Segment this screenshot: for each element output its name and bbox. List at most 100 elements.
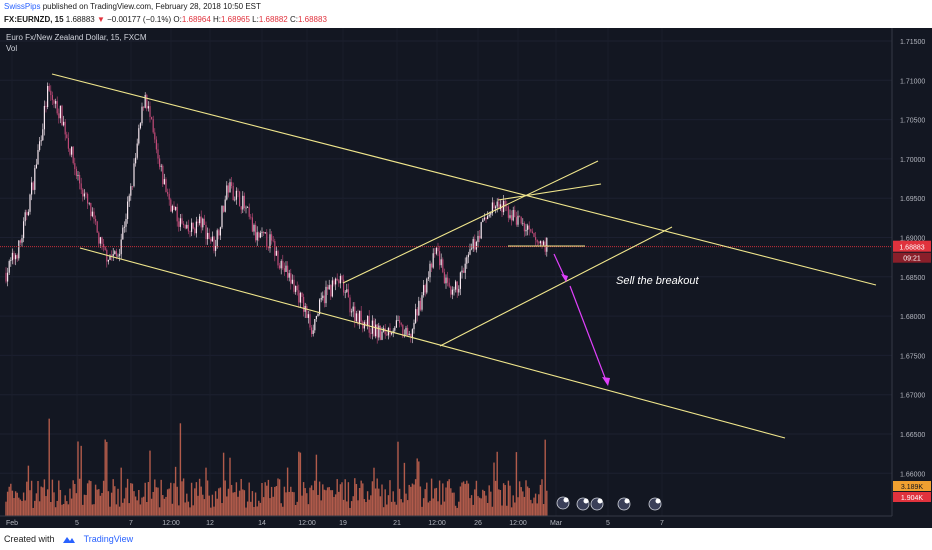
volume-bar	[386, 504, 388, 516]
high-label: H:	[213, 15, 221, 24]
volume-bar	[37, 480, 39, 516]
candle-body	[232, 185, 234, 201]
candle-body	[458, 288, 460, 293]
candle-body	[394, 327, 396, 331]
volume-bar	[93, 504, 95, 516]
trend-line[interactable]	[497, 183, 602, 201]
tradingview-brand-link[interactable]: TradingView	[83, 534, 134, 544]
candle-body	[378, 325, 380, 338]
volume-bar	[432, 498, 434, 516]
volume-bar	[248, 482, 250, 516]
candle-body	[63, 121, 65, 126]
volume-bar	[182, 478, 185, 516]
volume-bar	[509, 485, 511, 516]
trend-line[interactable]	[79, 247, 786, 439]
candle-body	[331, 280, 333, 297]
footer: Created with TradingView	[0, 528, 932, 550]
volume-bar	[64, 495, 66, 516]
x-tick-label: 5	[75, 520, 79, 527]
candle-body	[416, 309, 418, 316]
volume-bar	[435, 487, 438, 516]
event-count-badge	[583, 498, 589, 504]
candle-body	[525, 229, 527, 232]
volume-bar	[310, 485, 313, 516]
volume-bar	[443, 501, 446, 516]
volume-bar	[347, 482, 350, 516]
candle-body	[391, 332, 393, 335]
candle-body	[144, 94, 146, 108]
volume-bar	[398, 488, 401, 516]
candle-body	[234, 199, 236, 201]
volume-bar	[107, 491, 110, 516]
volume-bar	[155, 487, 158, 516]
volume-bar	[179, 423, 182, 516]
volume-bar	[538, 494, 540, 516]
candle-body	[184, 224, 186, 229]
candle-body	[330, 285, 332, 297]
volume-bar	[384, 489, 386, 516]
candle-body	[42, 129, 44, 141]
candle-body	[298, 290, 300, 303]
candle-body	[229, 182, 231, 193]
trend-line[interactable]	[342, 160, 599, 284]
candle-body	[387, 328, 389, 336]
event-count-badge	[563, 497, 569, 503]
volume-bar	[416, 458, 418, 516]
volume-bar	[278, 479, 281, 516]
candle-body	[280, 261, 282, 269]
candle-body	[435, 247, 437, 254]
volume-bar	[472, 504, 474, 516]
volume-bar	[346, 501, 348, 516]
candle-body	[519, 215, 521, 217]
candle-body	[264, 232, 266, 234]
candle-body	[88, 202, 90, 204]
candle-body	[443, 272, 445, 284]
price-chart[interactable]: 1.68883 09:21 3.189K 1.904K 1.71500 1.71000 1…	[0, 28, 932, 528]
candle-body	[176, 206, 178, 222]
volume-bar	[442, 483, 444, 516]
volume-bar	[158, 507, 161, 516]
volume-bar	[520, 487, 522, 516]
volume-bar	[502, 483, 505, 516]
candle-body	[256, 232, 258, 241]
candle-body	[75, 169, 77, 176]
volume-bar	[253, 506, 255, 516]
volume-bar	[424, 489, 426, 516]
trend-line[interactable]	[439, 226, 673, 347]
volume-bar	[408, 484, 410, 516]
volume-bar	[202, 494, 204, 516]
author-link[interactable]: SwissPips	[4, 2, 41, 11]
candle-body	[160, 165, 162, 167]
candle-body	[541, 241, 543, 245]
candle-body	[104, 246, 106, 250]
candle-body	[167, 192, 169, 194]
candle-body	[119, 254, 121, 256]
chart-area[interactable]: 1.68883 09:21 3.189K 1.904K 1.71500 1.71000 1…	[0, 28, 932, 528]
volume-bar	[99, 495, 102, 516]
candle-body	[91, 211, 93, 217]
volume-bar	[142, 496, 145, 516]
candle-body	[360, 310, 362, 322]
candle-body	[522, 223, 524, 224]
volume-bar	[219, 487, 222, 516]
candle-body	[271, 234, 273, 241]
breakout-arrow-target[interactable]	[569, 285, 608, 384]
volume-bar	[390, 501, 393, 516]
candle-body	[200, 216, 202, 228]
volume-bar	[283, 486, 286, 516]
y-tick-label: 1.66000	[900, 471, 925, 478]
candle-body	[267, 247, 269, 249]
volume-bar	[518, 481, 521, 516]
candle-body	[183, 223, 185, 225]
volume-bar	[414, 479, 417, 516]
candle-body	[50, 90, 52, 96]
candle-body	[165, 179, 167, 193]
candle-body	[517, 215, 519, 225]
candle-body	[143, 106, 145, 108]
candle-body	[67, 138, 69, 149]
candle-body	[386, 334, 388, 336]
candle-body	[504, 200, 506, 207]
trend-line[interactable]	[51, 73, 877, 286]
volume-bar	[165, 496, 167, 516]
volume-bar	[178, 505, 180, 516]
